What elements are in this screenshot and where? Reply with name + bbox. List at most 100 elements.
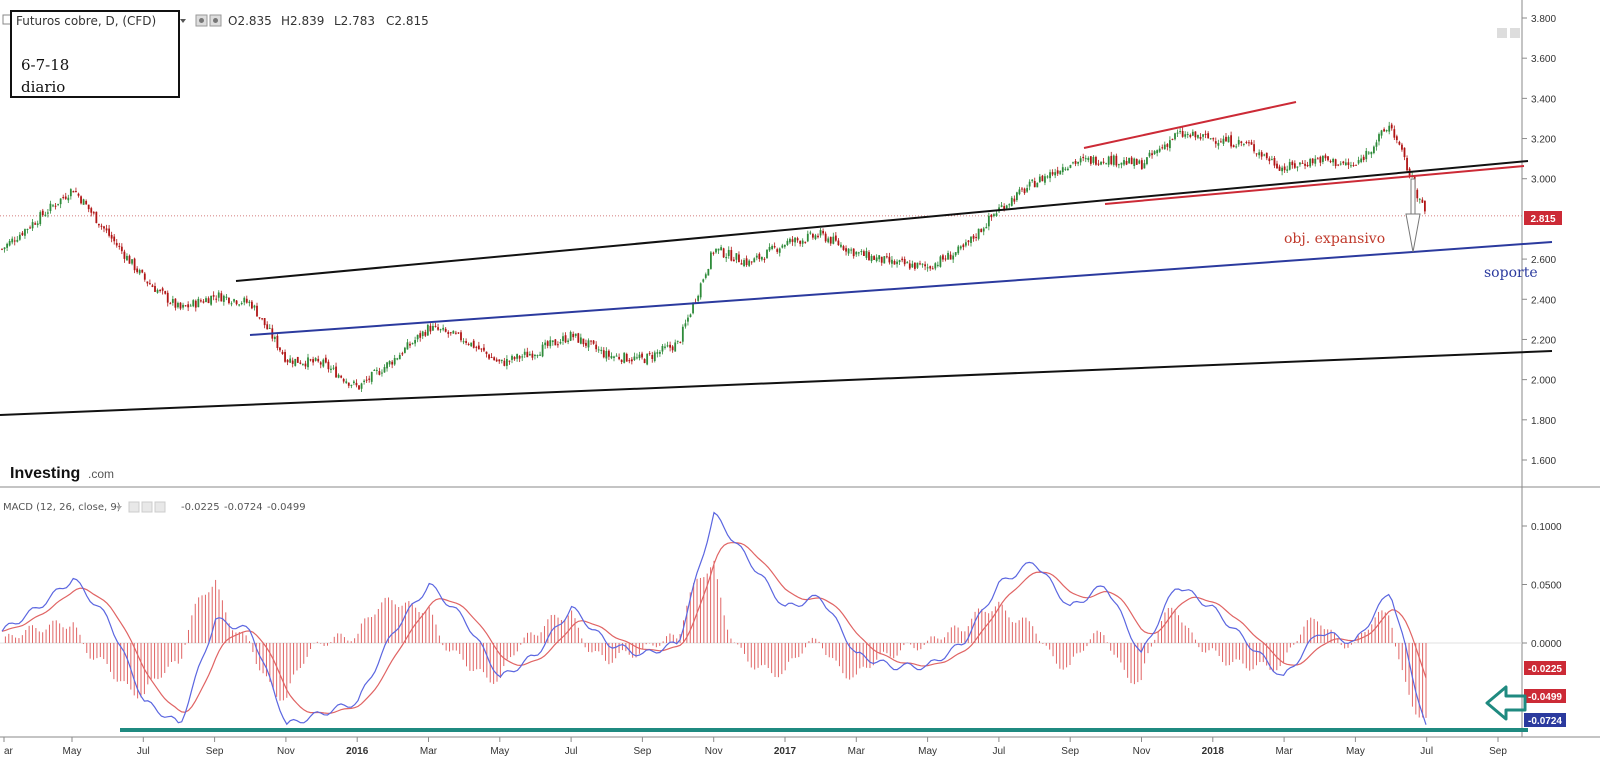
candle-body: [717, 248, 720, 251]
candle-body: [834, 235, 837, 241]
candle-body: [1242, 143, 1245, 145]
candle-body: [151, 285, 154, 287]
candle-body: [335, 366, 337, 378]
pane-maximize-icon[interactable]: [1497, 28, 1507, 38]
candle-body: [544, 342, 547, 346]
macd-settings-icon[interactable]: [141, 501, 153, 513]
candle-body: [1138, 160, 1141, 164]
candle-body: [1156, 150, 1159, 154]
candle-body: [806, 233, 809, 242]
candle-body: [1265, 152, 1268, 159]
candle-body: [286, 359, 289, 363]
candle-body: [319, 362, 322, 365]
candle-body: [302, 363, 304, 365]
candle-body: [888, 256, 891, 263]
signal-line: [1, 542, 1427, 714]
candle-body: [363, 380, 365, 382]
wedge-upper-line[interactable]: [1083, 101, 1297, 149]
candle-body: [416, 334, 419, 340]
note-box: 6-7-18 diario: [10, 10, 180, 98]
candle-body: [309, 359, 312, 361]
candle-body: [773, 246, 776, 248]
candle-body: [574, 333, 577, 336]
candle-body: [1214, 141, 1217, 144]
candle-body: [90, 208, 93, 213]
candle-body: [409, 343, 411, 346]
candle-body: [605, 350, 608, 359]
pane-close-icon[interactable]: [1510, 28, 1520, 38]
candle-body: [248, 301, 251, 303]
candle-body: [21, 232, 24, 236]
lower-channel-line[interactable]: [0, 350, 1553, 416]
candle-body: [490, 357, 493, 359]
candle-body: [455, 332, 457, 334]
candle-body: [1153, 151, 1156, 155]
candle-body: [1061, 167, 1064, 173]
candle-body: [531, 353, 534, 358]
candle-body: [577, 333, 580, 343]
candle-body: [659, 351, 661, 354]
candle-body: [513, 356, 516, 360]
upper-channel-line[interactable]: [235, 160, 1529, 282]
svg-text:-0.0499: -0.0499: [1528, 692, 1562, 703]
candle-body: [426, 324, 429, 336]
candle-body: [796, 238, 799, 241]
macd-dropdown-icon[interactable]: [116, 506, 122, 510]
candle-body: [641, 353, 643, 358]
candle-body: [1148, 152, 1151, 157]
price-tick-label: 2.200: [1531, 335, 1556, 346]
macd-eye-icon[interactable]: [128, 501, 140, 513]
left-arrow-icon[interactable]: [1485, 685, 1527, 721]
candle-body: [1123, 160, 1125, 165]
candle-body: [572, 333, 575, 338]
candle-body: [508, 360, 511, 362]
candle-body: [294, 358, 297, 366]
candle-body: [564, 335, 567, 343]
candle-body: [498, 359, 501, 362]
candle-body: [202, 301, 205, 303]
candle-body: [429, 325, 432, 332]
target-label: obj. expansivo: [1284, 231, 1385, 247]
candle-body: [1054, 172, 1057, 176]
candle-body: [1151, 153, 1153, 156]
candle-body: [1378, 134, 1380, 142]
price-tick-label: 3.600: [1531, 54, 1556, 65]
candle-body: [1067, 168, 1069, 171]
candle-body: [13, 240, 16, 242]
svg-text:-0.0225: -0.0225: [1528, 664, 1562, 675]
candle-body: [967, 240, 970, 243]
candle-body: [521, 356, 524, 358]
candle-body: [929, 266, 932, 269]
candle-body: [1186, 133, 1189, 135]
candle-body: [332, 367, 335, 369]
candle-body: [1087, 157, 1090, 161]
time-tick-label: 2017: [774, 746, 797, 757]
candle-body: [692, 302, 694, 314]
candle-body: [383, 367, 386, 373]
candle-body: [977, 228, 980, 239]
candle-body: [702, 279, 705, 282]
title-dropdown-icon[interactable]: [180, 19, 186, 23]
candle-body: [600, 349, 603, 352]
price-tick-label: 3.200: [1531, 135, 1556, 146]
candle-body: [1102, 161, 1105, 163]
candle-body: [880, 256, 883, 263]
support-line[interactable]: [249, 241, 1553, 336]
candle-body: [131, 259, 133, 264]
wedge-lower-line[interactable]: [1104, 165, 1525, 205]
candle-body: [863, 251, 865, 256]
candle-body: [536, 355, 539, 357]
macd-close-icon[interactable]: [154, 501, 166, 513]
macd-tick-label: 0.1000: [1531, 522, 1562, 533]
candle-body: [1028, 181, 1031, 187]
candle-body: [1072, 162, 1074, 164]
candle-body: [289, 358, 292, 363]
candle-body: [1013, 198, 1016, 202]
candle-body: [1189, 135, 1192, 137]
candle-body: [730, 250, 733, 261]
candle-body: [763, 258, 766, 260]
candle-body: [279, 347, 281, 351]
svg-text:2.815: 2.815: [1530, 214, 1555, 225]
candle-body: [82, 199, 85, 205]
